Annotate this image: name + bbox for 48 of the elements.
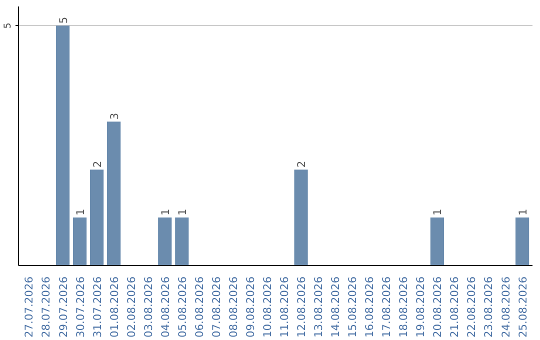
x-tick-label: 11.08.2026 bbox=[278, 276, 292, 338]
x-tick-label: 03.08.2026 bbox=[142, 276, 155, 338]
x-tick-label: 09.08.2026 bbox=[244, 276, 257, 338]
x-tick-label: 21.08.2026 bbox=[448, 276, 462, 338]
data-label: 1 bbox=[516, 208, 530, 216]
bar bbox=[72, 218, 87, 266]
x-tick-label: 29.07.2026 bbox=[56, 276, 70, 338]
x-tick-label: 23.08.2026 bbox=[482, 276, 496, 338]
data-label: 1 bbox=[176, 208, 189, 216]
x-tick-label: 16.08.2026 bbox=[363, 276, 376, 338]
x-tick-label: 30.07.2026 bbox=[74, 276, 87, 338]
x-tick-label: 18.08.2026 bbox=[397, 276, 410, 338]
x-tick-label: 07.08.2026 bbox=[210, 276, 223, 338]
bar bbox=[158, 218, 172, 266]
bar bbox=[175, 218, 189, 266]
x-tick-label: 28.07.2026 bbox=[40, 276, 53, 338]
data-label: 1 bbox=[431, 208, 444, 216]
data-label: 1 bbox=[74, 208, 87, 216]
x-tick-label: 19.08.2026 bbox=[414, 276, 428, 338]
x-tick-label: 10.08.2026 bbox=[260, 276, 274, 338]
x-tick-label: 20.08.2026 bbox=[431, 276, 444, 338]
x-tick-label: 24.08.2026 bbox=[499, 276, 512, 338]
bar bbox=[107, 122, 121, 266]
data-label: 5 bbox=[56, 16, 70, 24]
bar bbox=[294, 170, 308, 266]
x-tick-label: 12.08.2026 bbox=[295, 276, 308, 338]
bar bbox=[515, 218, 530, 266]
x-tick-label: 31.07.2026 bbox=[90, 276, 104, 338]
x-tick-label: 01.08.2026 bbox=[108, 276, 121, 338]
bar bbox=[430, 218, 444, 266]
x-tick-label: 14.08.2026 bbox=[329, 276, 342, 338]
x-tick-label: 22.08.2026 bbox=[465, 276, 478, 338]
x-tick-label: 05.08.2026 bbox=[176, 276, 189, 338]
x-tick-label: 13.08.2026 bbox=[312, 276, 326, 338]
data-label: 3 bbox=[108, 112, 121, 120]
bar bbox=[56, 26, 70, 266]
x-tick-label: 02.08.2026 bbox=[124, 276, 138, 338]
data-label: 1 bbox=[158, 208, 172, 216]
x-tick-label: 04.08.2026 bbox=[158, 276, 172, 338]
x-tick-label: 27.07.2026 bbox=[22, 276, 36, 338]
bar bbox=[90, 170, 104, 266]
x-tick-label: 15.08.2026 bbox=[346, 276, 360, 338]
data-label: 2 bbox=[90, 160, 104, 168]
x-tick-label: 06.08.2026 bbox=[192, 276, 206, 338]
x-tick-label: 08.08.2026 bbox=[226, 276, 240, 338]
data-label: 2 bbox=[295, 160, 308, 168]
x-tick-label: 25.08.2026 bbox=[516, 276, 530, 338]
x-tick-label: 17.08.2026 bbox=[380, 276, 394, 338]
